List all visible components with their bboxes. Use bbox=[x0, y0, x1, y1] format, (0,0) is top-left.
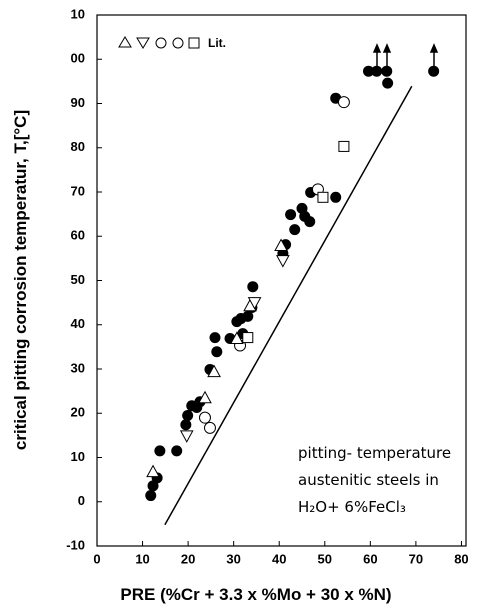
annotation: austenitic steels in bbox=[298, 471, 439, 489]
legend-triangle-down bbox=[136, 37, 150, 49]
x-tick-label: 80 bbox=[454, 551, 468, 566]
point bbox=[337, 96, 350, 109]
point bbox=[382, 77, 394, 89]
point bbox=[198, 390, 212, 404]
point bbox=[242, 310, 254, 322]
point bbox=[180, 419, 192, 431]
y-tick-label: 90 bbox=[71, 95, 85, 110]
y-tick-label: 00 bbox=[71, 51, 85, 66]
annotation: pitting- temperature bbox=[298, 444, 451, 462]
point bbox=[203, 421, 216, 434]
x-tick-label: 30 bbox=[226, 551, 240, 566]
arrow-head bbox=[429, 43, 439, 53]
point bbox=[242, 332, 254, 344]
x-axis-label: PRE (%Cr + 3.3 x %Mo + 30 x %N) bbox=[120, 585, 391, 604]
y-tick-label: 0 bbox=[78, 493, 85, 508]
point bbox=[274, 238, 288, 252]
legend-square bbox=[188, 37, 200, 49]
x-tick-label: 10 bbox=[135, 551, 149, 566]
y-axis-label: critical pitting corrosion temperatur, T… bbox=[11, 110, 30, 450]
point bbox=[381, 65, 393, 77]
point bbox=[209, 332, 221, 344]
arrow-head bbox=[372, 43, 382, 53]
y-tick-label: 30 bbox=[71, 360, 85, 375]
point bbox=[285, 209, 297, 221]
point bbox=[289, 224, 301, 236]
legend-label: Lit. bbox=[208, 36, 226, 50]
y-tick-label: 80 bbox=[71, 139, 85, 154]
point bbox=[247, 297, 262, 310]
point bbox=[363, 65, 375, 77]
point bbox=[211, 346, 223, 358]
point bbox=[182, 409, 194, 421]
y-tick-label: 40 bbox=[71, 316, 85, 331]
arrows bbox=[372, 43, 439, 66]
legend: Lit. bbox=[118, 36, 226, 50]
point bbox=[428, 65, 440, 77]
y-tick-label: 20 bbox=[71, 405, 85, 420]
point bbox=[154, 445, 166, 457]
legend-triangle-up bbox=[118, 36, 132, 48]
y-tick-label: -10 bbox=[66, 537, 85, 552]
point bbox=[247, 281, 259, 293]
point bbox=[304, 216, 316, 228]
x-tick-label: 50 bbox=[318, 551, 332, 566]
point bbox=[145, 490, 157, 502]
point bbox=[198, 411, 211, 424]
legend-circle bbox=[172, 37, 184, 49]
point bbox=[371, 65, 383, 77]
y-tick-label: 10 bbox=[71, 6, 85, 21]
y-tick-label: 50 bbox=[71, 272, 85, 287]
x-tick-label: 40 bbox=[272, 551, 286, 566]
legend-circle bbox=[155, 37, 167, 49]
arrow-head bbox=[382, 43, 392, 53]
x-tick-label: 70 bbox=[409, 551, 423, 566]
point bbox=[171, 445, 183, 457]
y-tick-label: 70 bbox=[71, 183, 85, 198]
annotation: H₂O+ 6%FeCl₃ bbox=[298, 498, 406, 516]
point bbox=[230, 331, 244, 344]
point bbox=[179, 430, 194, 443]
point bbox=[276, 255, 290, 268]
y-tick-label: 10 bbox=[71, 449, 85, 464]
point bbox=[317, 191, 329, 203]
x-tick-label: 20 bbox=[181, 551, 195, 566]
point bbox=[207, 364, 221, 378]
point bbox=[338, 140, 350, 152]
x-tick-label: 0 bbox=[93, 551, 100, 566]
x-tick-label: 60 bbox=[363, 551, 377, 566]
fit-line bbox=[164, 85, 413, 526]
y-tick-label: 60 bbox=[71, 228, 85, 243]
point bbox=[330, 191, 342, 203]
point bbox=[146, 464, 160, 478]
